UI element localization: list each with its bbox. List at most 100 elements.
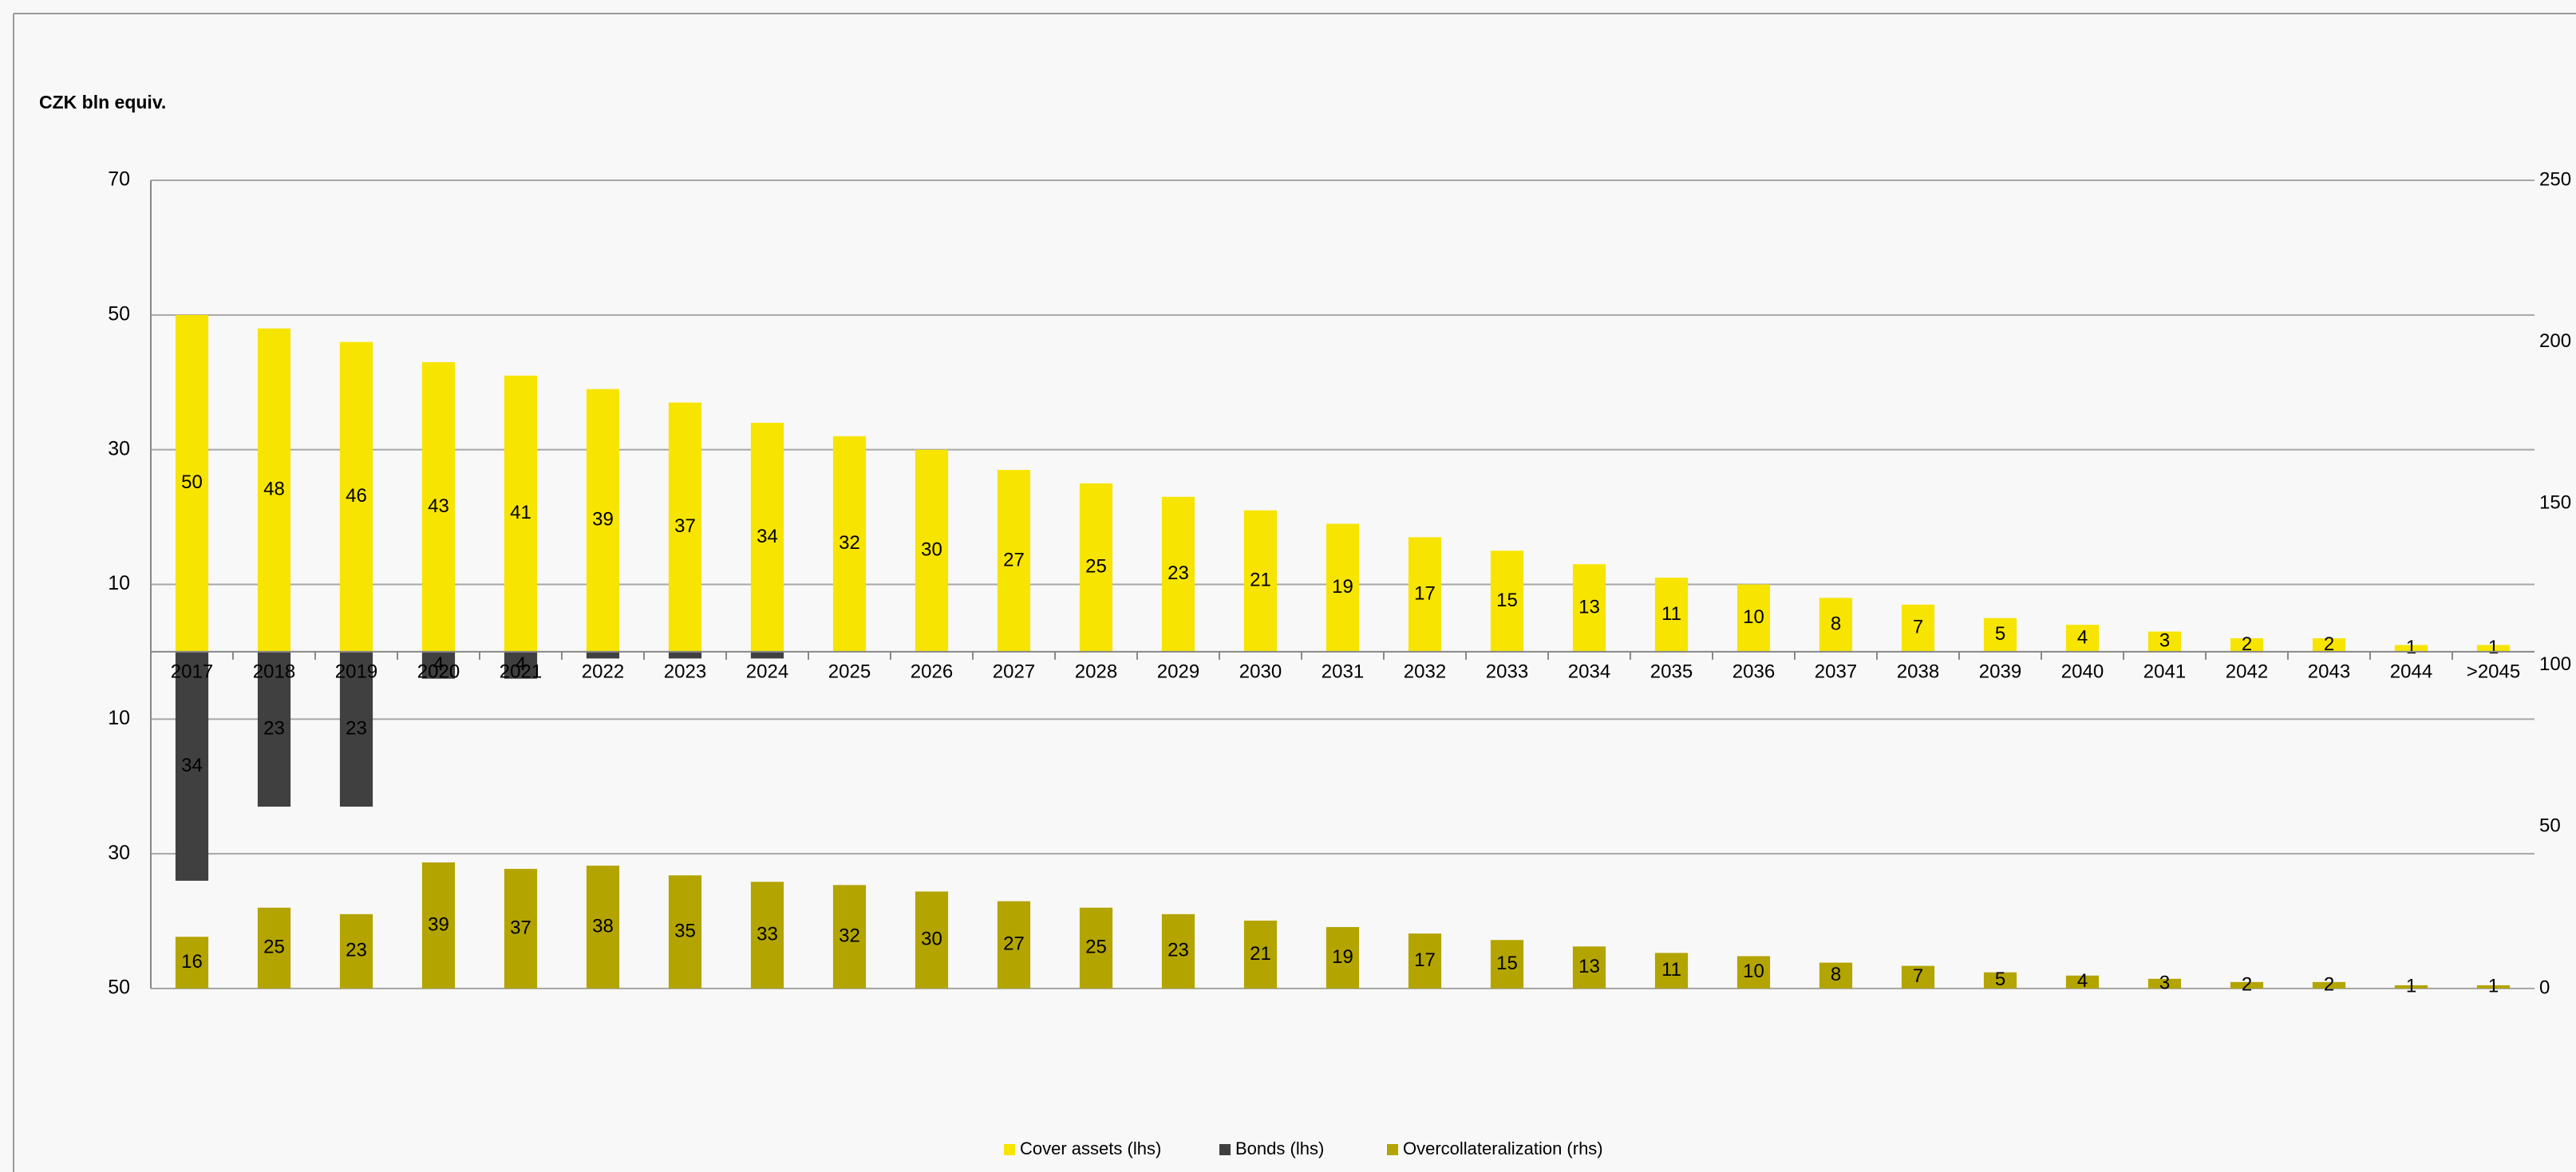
- data-label: 21: [1250, 943, 1271, 965]
- bar: [1654, 953, 1689, 989]
- bar: [421, 651, 456, 679]
- x-tick-label: 2035: [1650, 661, 1693, 682]
- bar: [2147, 631, 2182, 652]
- data-label: 46: [346, 485, 367, 507]
- bar: [2394, 985, 2428, 989]
- x-tick-label: 2042: [2226, 661, 2268, 682]
- x-tick-label: 2018: [253, 661, 295, 682]
- bar: [339, 914, 373, 989]
- bar: [1079, 907, 1113, 989]
- data-label: 41: [510, 502, 531, 523]
- bar: [1819, 962, 1853, 989]
- data-label: 5: [1995, 623, 2005, 645]
- legend-swatch: [1219, 1144, 1231, 1155]
- data-label: 39: [428, 914, 449, 935]
- bar: [175, 937, 209, 989]
- bar: [750, 651, 784, 659]
- data-label: 33: [757, 923, 778, 945]
- bar: [1819, 598, 1853, 652]
- bar: [1326, 927, 1360, 989]
- bar: [586, 866, 620, 989]
- bar: [1736, 584, 1771, 652]
- data-label: 4: [2077, 970, 2088, 992]
- x-tick-label: 2040: [2061, 661, 2104, 682]
- data-label: 10: [1743, 606, 1764, 628]
- x-tick-label: 2030: [1239, 661, 1282, 682]
- data-label: 48: [263, 479, 285, 500]
- x-tick-label: 2024: [746, 661, 788, 682]
- bar: [1654, 578, 1689, 652]
- y2-tick-label: 200: [2539, 330, 2571, 352]
- data-label: 21: [1250, 570, 1271, 591]
- bar: [339, 341, 373, 652]
- y-tick-label: 50: [108, 977, 130, 999]
- data-label: 27: [1003, 549, 1025, 570]
- bar: [504, 651, 538, 679]
- x-tick-label: 2034: [1568, 661, 1610, 682]
- bar: [504, 869, 538, 989]
- data-label: 3: [2159, 972, 2170, 993]
- data-label: 30: [921, 929, 942, 950]
- data-label: 7: [1913, 965, 1923, 987]
- bar: [668, 875, 702, 989]
- x-tick-label: 2019: [335, 661, 377, 682]
- y-axis-label: CZK bln equiv.: [39, 92, 166, 112]
- data-label: 38: [592, 915, 614, 937]
- bar: [2065, 625, 2100, 652]
- data-label: 2: [2324, 973, 2334, 995]
- x-tick-label: 2036: [1732, 661, 1775, 682]
- bar: [668, 651, 702, 659]
- data-label: 23: [346, 940, 367, 961]
- x-tick-label: 2017: [171, 661, 213, 682]
- data-label: 17: [1414, 583, 1436, 605]
- bar: [1161, 496, 1195, 652]
- bar: [2476, 645, 2511, 652]
- x-tick-label: 2031: [1322, 661, 1364, 682]
- x-tick-label: 2043: [2308, 661, 2350, 682]
- bar: [586, 389, 620, 652]
- data-label: 25: [1085, 556, 1107, 578]
- bar: [2065, 975, 2100, 989]
- bar: [832, 885, 867, 989]
- data-label: 4: [433, 653, 444, 675]
- data-label: 2: [2324, 633, 2334, 655]
- data-label: 43: [428, 495, 449, 517]
- bar: [1408, 933, 1442, 989]
- y-tick-label: 10: [108, 707, 130, 729]
- bar: [915, 449, 949, 652]
- data-label: 19: [1332, 946, 1353, 968]
- bar: [257, 651, 291, 807]
- legend-swatch: [1387, 1144, 1398, 1155]
- bar: [1408, 537, 1442, 652]
- bar: [421, 862, 456, 989]
- bar: [2312, 981, 2346, 989]
- data-label: 2: [2242, 973, 2252, 995]
- y-tick-label: 10: [108, 572, 130, 594]
- bar: [1490, 940, 1524, 989]
- data-label: 35: [674, 920, 696, 941]
- x-tick-label: 2037: [1815, 661, 1857, 682]
- bar: [2230, 638, 2264, 652]
- x-tick-label: 2026: [911, 661, 953, 682]
- x-tick-label: 2041: [2143, 661, 2186, 682]
- bar: [1983, 618, 2017, 652]
- bar: [2230, 981, 2264, 989]
- bar: [1243, 510, 1278, 652]
- legend-swatch: [1004, 1144, 1015, 1155]
- data-label: 8: [1831, 613, 1841, 634]
- data-label: 25: [1085, 937, 1107, 958]
- x-tick-label: 2039: [1979, 661, 2021, 682]
- data-label: 25: [263, 937, 285, 958]
- bar: [750, 422, 784, 652]
- data-label: 19: [1332, 576, 1353, 598]
- y-tick-label: 50: [108, 302, 130, 325]
- bar: [997, 469, 1031, 652]
- data-label: 4: [516, 653, 526, 675]
- data-label: 11: [1661, 603, 1681, 625]
- data-label: 17: [1414, 949, 1436, 971]
- x-tick-label: 2044: [2390, 661, 2432, 682]
- data-label: 10: [1743, 961, 1764, 982]
- bar: [1572, 946, 1606, 989]
- bar: [1326, 523, 1360, 652]
